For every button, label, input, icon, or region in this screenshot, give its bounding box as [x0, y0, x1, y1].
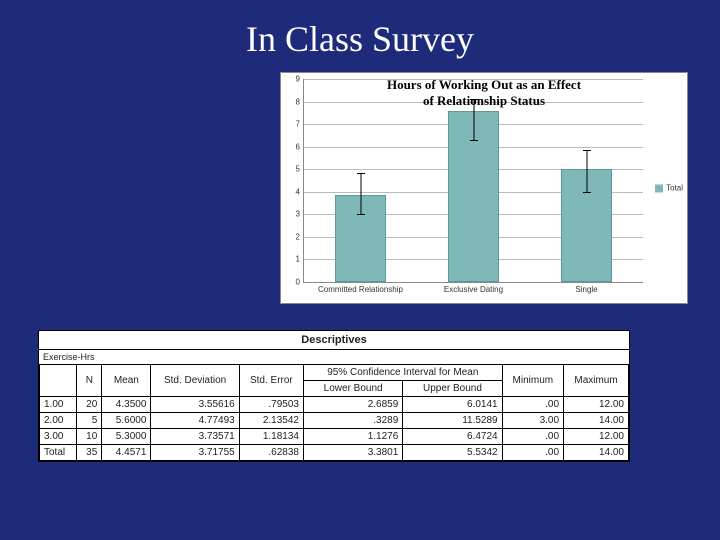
page-title: In Class Survey — [0, 0, 720, 60]
table-cell: 3.3801 — [303, 445, 402, 461]
legend-label: Total — [666, 184, 683, 193]
table-title: Descriptives — [39, 331, 629, 350]
table-header: Maximum — [564, 365, 629, 397]
table-cell: 5.3000 — [102, 429, 151, 445]
table-cell: 4.3500 — [102, 397, 151, 413]
chart-legend: Total — [655, 184, 683, 193]
ytick-label: 9 — [296, 75, 300, 84]
error-cap — [470, 99, 478, 100]
table-cell: 2.13542 — [239, 413, 303, 429]
ytick-label: 2 — [296, 232, 300, 241]
table-header: 95% Confidence Interval for Mean — [303, 365, 502, 381]
table-cell: .62838 — [239, 445, 303, 461]
descriptives-table: Descriptives Exercise-Hrs NMeanStd. Devi… — [38, 330, 630, 462]
table-cell: Total — [40, 445, 77, 461]
table-cell: 1.00 — [40, 397, 77, 413]
table-cell: 12.00 — [564, 429, 629, 445]
table-cell: 4.4571 — [102, 445, 151, 461]
table-header — [40, 365, 77, 397]
xtick-label: Exclusive Dating — [444, 285, 503, 294]
table-cell: .00 — [502, 397, 563, 413]
xtick-label: Single — [575, 285, 597, 294]
table-row: 1.00204.35003.55616.795032.68596.0141.00… — [40, 397, 629, 413]
error-cap — [357, 214, 365, 215]
table-header: Lower Bound — [303, 381, 402, 397]
ytick-label: 4 — [296, 187, 300, 196]
table-row: Total354.45713.71755.628383.38015.5342.0… — [40, 445, 629, 461]
ytick-label: 8 — [296, 97, 300, 106]
table-cell: .00 — [502, 429, 563, 445]
error-cap — [583, 150, 591, 151]
ytick-label: 7 — [296, 120, 300, 129]
table-cell: 5.6000 — [102, 413, 151, 429]
table-variable: Exercise-Hrs — [39, 350, 629, 364]
table-row: 3.00105.30003.735711.181341.12766.4724.0… — [40, 429, 629, 445]
table-cell: .00 — [502, 445, 563, 461]
table-cell: 14.00 — [564, 445, 629, 461]
error-bar — [473, 99, 474, 140]
gridline — [304, 79, 643, 80]
table-cell: 3.00 — [502, 413, 563, 429]
table-header: Std. Error — [239, 365, 303, 397]
ytick-label: 1 — [296, 255, 300, 264]
bar-chart: 0 1 2 3 4 5 6 7 8 9 Committed Relationship Exclusiv… — [280, 72, 688, 304]
table-cell: 14.00 — [564, 413, 629, 429]
ytick-label: 0 — [296, 278, 300, 287]
table-cell: .79503 — [239, 397, 303, 413]
table-cell: 4.77493 — [151, 413, 239, 429]
table-cell: 3.73571 — [151, 429, 239, 445]
error-cap — [357, 173, 365, 174]
table-cell: 10 — [77, 429, 102, 445]
table-cell: 3.00 — [40, 429, 77, 445]
table-cell: 35 — [77, 445, 102, 461]
table-cell: 2.6859 — [303, 397, 402, 413]
error-cap — [583, 192, 591, 193]
table-cell: 5.5342 — [403, 445, 502, 461]
table-cell: 2.00 — [40, 413, 77, 429]
table-header: N — [77, 365, 102, 397]
table-header: Minimum — [502, 365, 563, 397]
ytick-label: 6 — [296, 142, 300, 151]
error-bar — [360, 173, 361, 215]
table-header: Upper Bound — [403, 381, 502, 397]
table-cell: 12.00 — [564, 397, 629, 413]
ytick-label: 5 — [296, 165, 300, 174]
table-header: Mean — [102, 365, 151, 397]
table-row: 2.0055.60004.774932.13542.328911.52893.0… — [40, 413, 629, 429]
table-header: Std. Deviation — [151, 365, 239, 397]
table-cell: .3289 — [303, 413, 402, 429]
table-cell: 20 — [77, 397, 102, 413]
table-cell: 5 — [77, 413, 102, 429]
error-bar — [586, 150, 587, 192]
error-cap — [470, 140, 478, 141]
table-cell: 6.4724 — [403, 429, 502, 445]
xtick-label: Committed Relationship — [318, 285, 403, 294]
table-cell: 1.18134 — [239, 429, 303, 445]
ytick-label: 3 — [296, 210, 300, 219]
table-cell: 6.0141 — [403, 397, 502, 413]
table-cell: 3.55616 — [151, 397, 239, 413]
legend-swatch — [655, 184, 663, 192]
table-cell: 1.1276 — [303, 429, 402, 445]
table-cell: 3.71755 — [151, 445, 239, 461]
table-cell: 11.5289 — [403, 413, 502, 429]
